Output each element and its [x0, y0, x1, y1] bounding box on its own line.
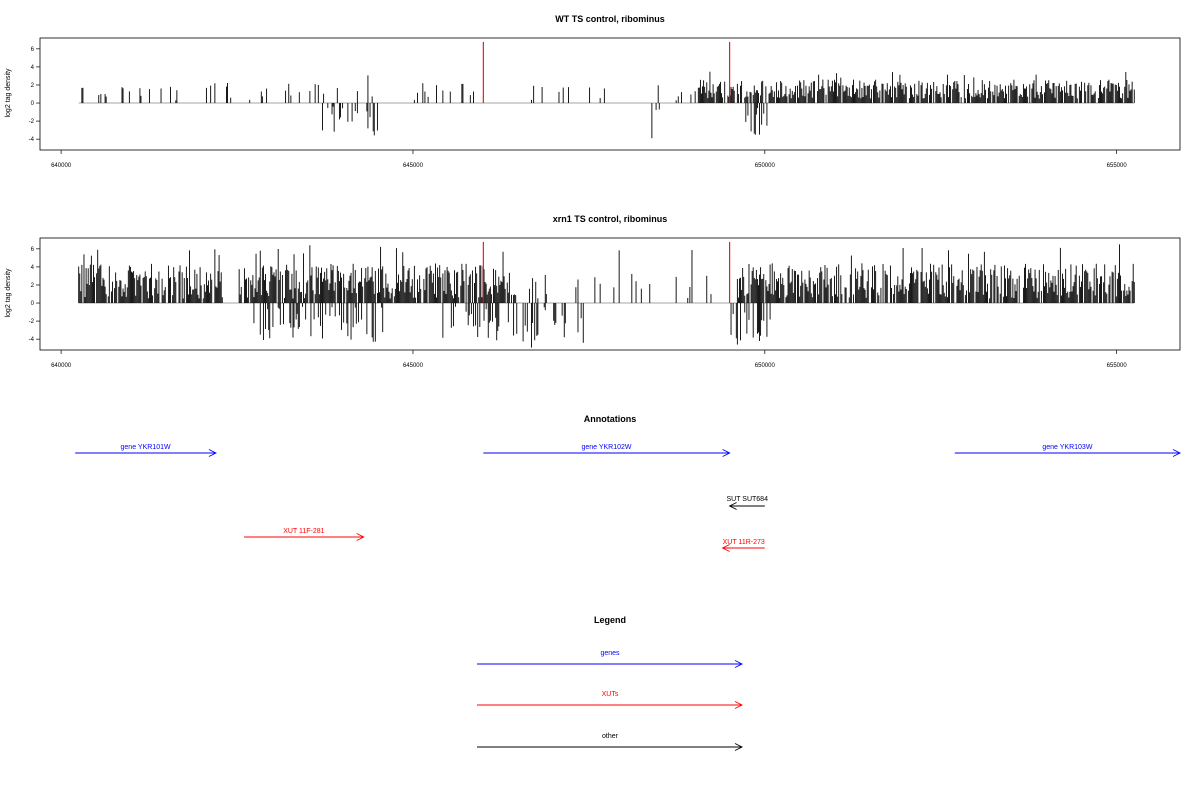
annotations-title: Annotations — [584, 414, 637, 424]
y-tick-label: 6 — [31, 47, 35, 53]
y-tick-label: 2 — [31, 283, 35, 289]
y-tick-label: 4 — [31, 65, 35, 71]
feature-arrow-head — [722, 449, 731, 457]
annotation-feature: SUT SUT684 — [726, 496, 768, 510]
density-bars — [78, 244, 1135, 348]
xrn1-track-ylabel: log2 tag density — [5, 268, 12, 318]
feature-arrow-head — [1172, 449, 1182, 457]
feature-label: SUT SUT684 — [726, 496, 768, 503]
x-tick-label: 650000 — [755, 363, 776, 369]
annotations-panel: Annotations gene YKR101W gene YKR102W gene… — [75, 414, 1182, 552]
wt-track-title: WT TS control, ribominus — [555, 14, 665, 24]
y-tick-label: -4 — [29, 337, 35, 343]
legend-title: Legend — [594, 615, 626, 625]
xrn1-track-title: xrn1 TS control, ribominus — [553, 214, 668, 224]
x-tick-label: 655000 — [1107, 363, 1128, 369]
feature-label: gene YKR101W — [121, 444, 171, 451]
annotation-feature: XUT 11R-273 — [721, 539, 765, 552]
feature-arrow-head — [728, 502, 737, 510]
feature-label: gene YKR102W — [581, 444, 631, 451]
x-tick-label: 655000 — [1107, 163, 1128, 169]
x-tick-label: 640000 — [51, 363, 72, 369]
xrn1-track-panel: xrn1 TS control, ribominus log2 tag dens… — [5, 214, 1181, 369]
y-tick-label: -2 — [29, 119, 35, 125]
plot-frame — [39, 237, 1181, 351]
y-tick-label: -2 — [29, 319, 35, 325]
annotation-feature: XUT 11F-281 — [244, 528, 365, 541]
feature-label: XUT 11F-281 — [283, 528, 324, 535]
legend-arrow-head — [734, 660, 744, 668]
legend-entry: other — [477, 733, 744, 751]
feature-arrow-head — [721, 544, 730, 552]
density-bars — [81, 71, 1135, 139]
plot-frame — [39, 37, 1181, 151]
legend-panel: Legend genes XUTs other — [477, 615, 744, 751]
feature-arrow-head — [356, 533, 365, 541]
y-tick-label: -4 — [29, 137, 35, 143]
legend-entry: XUTs — [477, 691, 744, 709]
legend-arrow-head — [734, 743, 744, 751]
legend-label: genes — [600, 650, 620, 657]
x-tick-label: 645000 — [403, 163, 424, 169]
x-tick-label: 640000 — [51, 163, 72, 169]
feature-arrow-head — [208, 449, 217, 457]
y-tick-label: 2 — [31, 83, 35, 89]
legend-arrow-head — [734, 701, 744, 709]
annotation-feature: gene YKR101W — [75, 444, 217, 457]
annotation-feature: gene YKR102W — [483, 444, 731, 457]
y-tick-label: 0 — [31, 301, 35, 307]
feature-label: XUT 11R-273 — [723, 539, 765, 546]
y-tick-label: 6 — [31, 247, 35, 253]
legend-label: XUTs — [602, 691, 619, 698]
legend-label: other — [602, 733, 619, 740]
annotation-feature: gene YKR103W — [954, 444, 1182, 457]
x-tick-label: 650000 — [755, 163, 776, 169]
y-tick-label: 4 — [31, 265, 35, 271]
feature-label: gene YKR103W — [1042, 444, 1092, 451]
legend-entry: genes — [477, 650, 744, 668]
x-tick-label: 645000 — [403, 363, 424, 369]
wt-track-panel: WT TS control, ribominus log2 tag densit… — [5, 14, 1181, 169]
wt-track-ylabel: log2 tag density — [5, 68, 12, 118]
y-tick-label: 0 — [31, 101, 35, 107]
